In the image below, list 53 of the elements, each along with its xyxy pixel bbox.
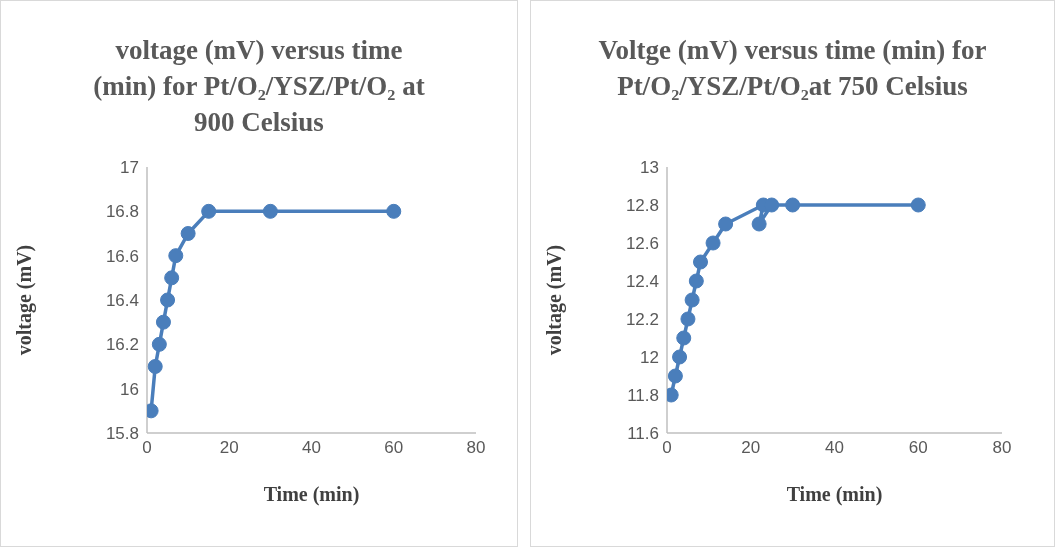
- point: [785, 197, 801, 213]
- y-tick-label: 13: [640, 158, 659, 178]
- y-axis-title: voltage (mV): [543, 244, 567, 356]
- y-tick-label: 11.6: [627, 424, 659, 444]
- x-tick-label: 80: [992, 438, 1012, 458]
- y-tick-label: 11.8: [627, 386, 659, 406]
- y-tick-label: 16: [120, 379, 139, 399]
- y-tick-label: 12.6: [625, 234, 659, 254]
- point: [386, 203, 402, 219]
- y-tick-label: 12: [640, 348, 659, 368]
- x-axis-title: Time (min): [263, 483, 360, 506]
- y-tick-label: 12.8: [625, 196, 659, 216]
- x-tick-label: 40: [825, 438, 844, 458]
- y-tick-label: 16.2: [105, 335, 139, 355]
- y-tick-label: 12.2: [625, 310, 659, 330]
- y-tick-label: 17: [120, 158, 139, 178]
- point: [151, 336, 167, 352]
- x-tick-label: 40: [302, 438, 321, 458]
- y-tick-label: 16.8: [105, 202, 139, 222]
- x-tick-label: 80: [466, 438, 486, 458]
- y-tick-label: 15.8: [105, 424, 139, 444]
- point: [180, 226, 196, 241]
- point: [168, 248, 184, 264]
- point: [201, 203, 217, 219]
- point: [693, 254, 708, 270]
- x-tick-label: 20: [741, 438, 761, 458]
- point: [676, 330, 692, 346]
- point: [164, 270, 180, 286]
- x-tick-label: 0: [142, 438, 152, 458]
- x-tick-label: 20: [219, 438, 239, 458]
- point: [667, 368, 683, 384]
- y-tick-label: 16.4: [105, 291, 139, 311]
- point: [688, 273, 704, 289]
- chart-title: voltage (mV) versus time (min) for Pt/O₂/YSZ/Pt/O₂ at 900 Celsius: [92, 34, 426, 139]
- point: [684, 292, 700, 308]
- point: [910, 197, 926, 213]
- point: [160, 292, 176, 308]
- point: [751, 216, 767, 232]
- point: [155, 314, 171, 330]
- point: [672, 349, 688, 365]
- point: [147, 359, 163, 374]
- y-tick-label: 12.4: [625, 272, 659, 292]
- chart-title: Voltge (mV) versus time (min) for Pt/O₂/YSZ/Pt/O₂at 750 Celsius: [597, 34, 988, 103]
- point: [680, 311, 696, 327]
- x-tick-label: 0: [662, 438, 672, 458]
- point: [262, 203, 278, 219]
- point: [705, 235, 721, 251]
- x-axis-title: Time (min): [786, 483, 883, 506]
- x-tick-label: 60: [908, 438, 928, 458]
- x-tick-label: 60: [384, 438, 404, 458]
- point: [718, 216, 734, 232]
- y-axis-title: voltage (mV): [13, 244, 37, 356]
- y-tick-label: 16.6: [105, 246, 139, 266]
